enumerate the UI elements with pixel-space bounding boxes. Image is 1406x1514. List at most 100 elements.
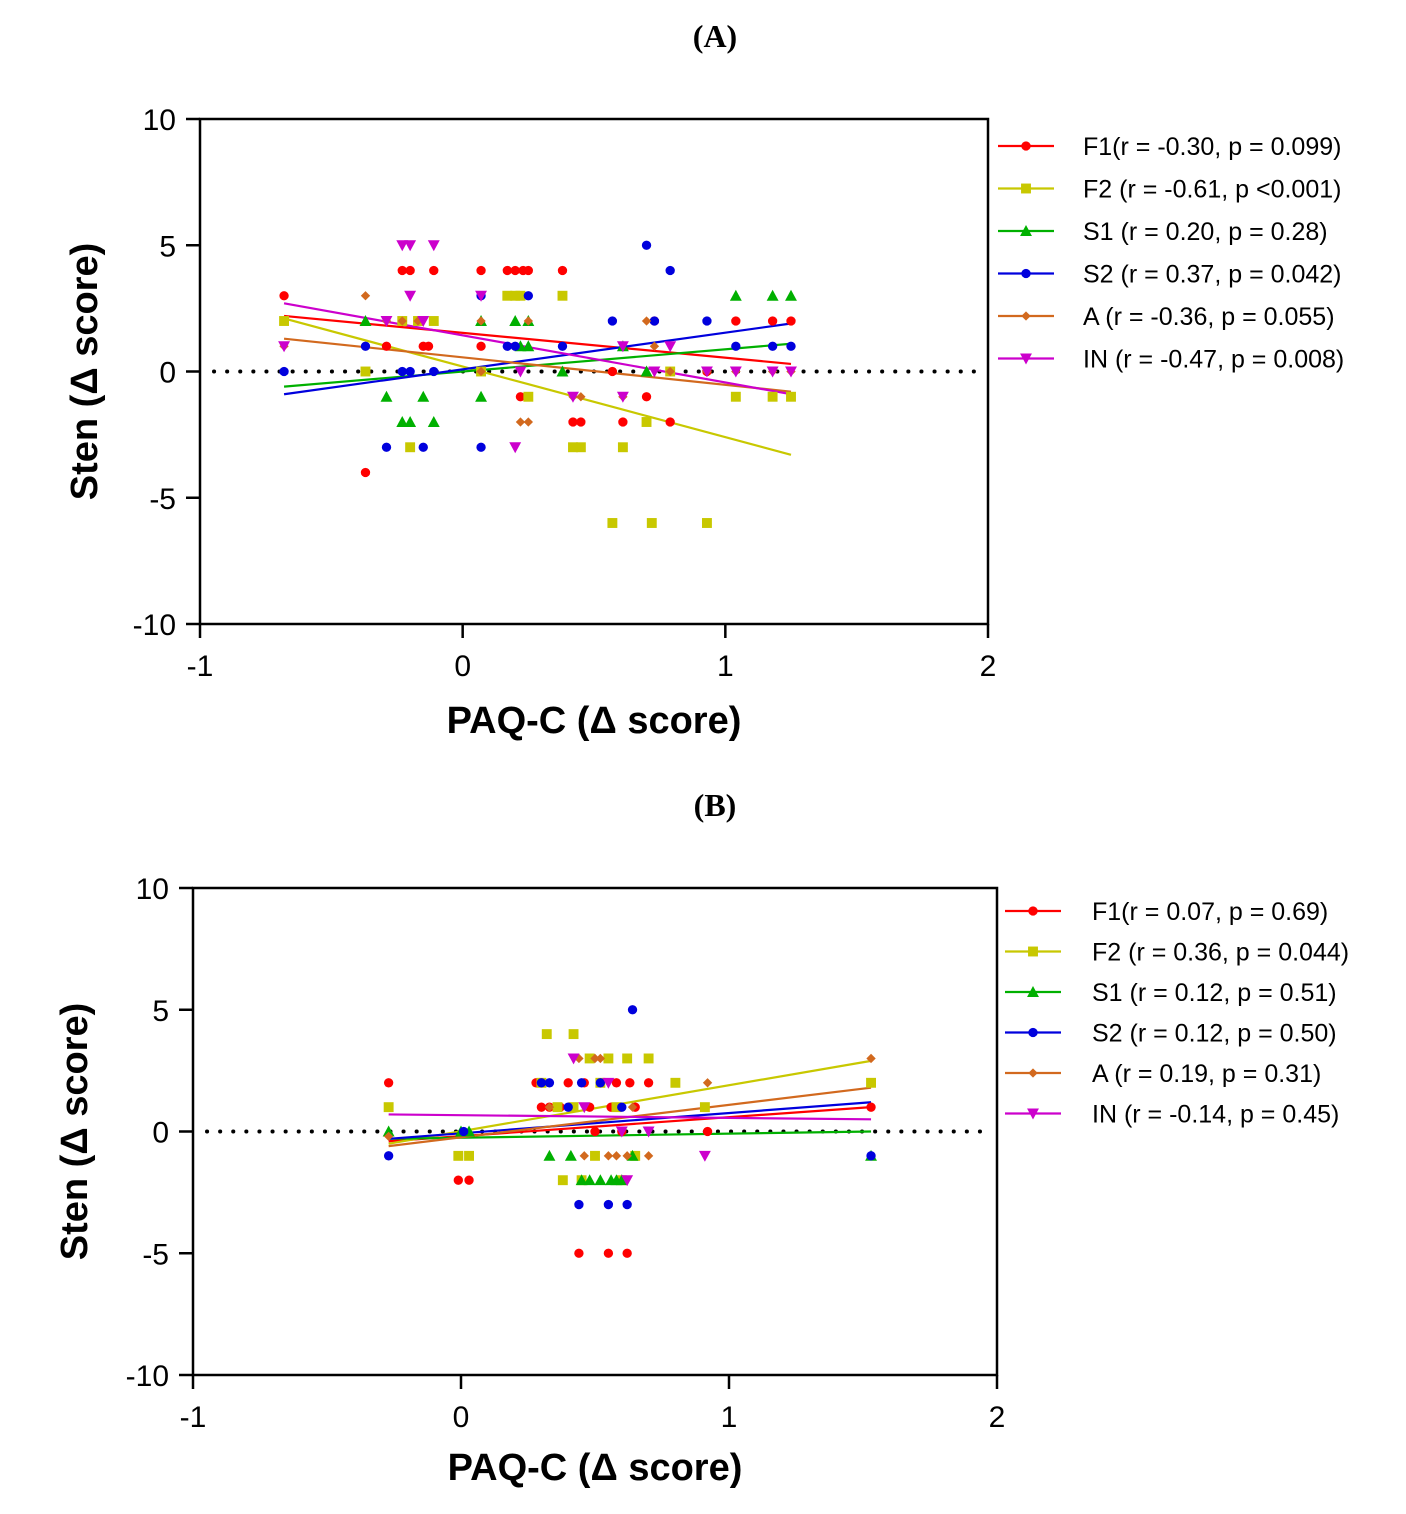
legend-marker bbox=[1021, 141, 1031, 151]
legend-marker bbox=[1028, 946, 1038, 957]
data-point bbox=[568, 1029, 579, 1040]
data-point bbox=[649, 316, 660, 326]
data-point bbox=[359, 315, 372, 326]
data-point bbox=[866, 1102, 876, 1112]
data-point bbox=[568, 442, 578, 453]
data-point bbox=[766, 289, 779, 301]
y-tick-label: 0 bbox=[159, 357, 176, 390]
data-point bbox=[621, 1175, 634, 1187]
legend-label: S1 (r = 0.12, p = 0.51) bbox=[1092, 979, 1337, 1007]
data-point bbox=[383, 1151, 394, 1161]
data-point bbox=[360, 341, 371, 351]
data-point bbox=[699, 1102, 710, 1113]
data-point bbox=[502, 290, 513, 301]
data-point bbox=[622, 1151, 632, 1161]
data-point bbox=[595, 1078, 606, 1088]
data-point bbox=[607, 366, 618, 377]
data-point bbox=[622, 1199, 632, 1210]
y-tick-label: 10 bbox=[136, 873, 169, 906]
data-point bbox=[576, 392, 586, 402]
data-point bbox=[279, 291, 289, 301]
y-axis-title: Sten (Δ score) bbox=[64, 243, 106, 500]
data-point bbox=[617, 442, 628, 453]
data-point bbox=[523, 291, 534, 301]
data-point bbox=[665, 417, 675, 427]
data-point bbox=[382, 1125, 395, 1137]
data-point bbox=[766, 366, 779, 378]
data-point bbox=[641, 316, 652, 326]
y-tick-label: 0 bbox=[152, 1117, 169, 1150]
data-point bbox=[279, 366, 289, 377]
data-point bbox=[646, 518, 657, 528]
legend-marker bbox=[1028, 1068, 1038, 1078]
data-point bbox=[515, 290, 526, 301]
data-point bbox=[475, 390, 488, 402]
data-point bbox=[602, 1077, 615, 1089]
legend-marker bbox=[1021, 268, 1031, 279]
data-point bbox=[380, 390, 393, 402]
x-tick-label: 1 bbox=[721, 1401, 738, 1434]
data-point bbox=[453, 1175, 463, 1185]
data-point bbox=[417, 316, 430, 327]
data-point bbox=[767, 316, 778, 326]
y-axis-title: Sten (Δ score) bbox=[54, 1003, 96, 1260]
data-point bbox=[611, 1078, 622, 1088]
data-point bbox=[641, 392, 652, 402]
data-point bbox=[476, 366, 486, 377]
data-point bbox=[557, 341, 568, 351]
data-point bbox=[429, 366, 439, 377]
legend-label: S1 (r = 0.20, p = 0.28) bbox=[1083, 218, 1328, 246]
data-point bbox=[544, 1078, 555, 1088]
legend-marker bbox=[1020, 225, 1032, 236]
data-point bbox=[594, 1174, 607, 1186]
data-point bbox=[476, 265, 486, 276]
legend-label: S2 (r = 0.12, p = 0.50) bbox=[1092, 1020, 1337, 1048]
panel-label: (A) bbox=[693, 18, 737, 54]
data-point bbox=[622, 1053, 633, 1064]
data-point bbox=[405, 442, 416, 453]
data-point bbox=[702, 316, 712, 326]
y-tick-label: 10 bbox=[143, 104, 176, 137]
data-point bbox=[786, 341, 796, 351]
data-point bbox=[476, 341, 486, 351]
data-point bbox=[603, 1248, 614, 1258]
data-point bbox=[702, 1126, 713, 1137]
data-point bbox=[786, 316, 796, 326]
data-point bbox=[396, 416, 409, 427]
x-tick-label: 0 bbox=[454, 650, 471, 683]
data-point bbox=[541, 1029, 552, 1040]
data-point bbox=[584, 1053, 595, 1064]
data-point bbox=[568, 417, 578, 427]
data-point bbox=[702, 1078, 713, 1088]
data-point bbox=[785, 289, 797, 301]
data-point bbox=[510, 341, 520, 351]
data-point bbox=[523, 316, 534, 326]
data-point bbox=[578, 1102, 591, 1114]
data-point bbox=[607, 316, 618, 326]
data-point bbox=[649, 341, 660, 351]
data-point bbox=[603, 1053, 614, 1064]
data-point bbox=[360, 291, 371, 301]
data-point bbox=[648, 366, 661, 378]
data-point bbox=[397, 366, 407, 377]
data-point bbox=[642, 1126, 655, 1138]
data-point bbox=[607, 518, 618, 528]
data-point bbox=[640, 365, 653, 377]
trend-line bbox=[388, 1130, 872, 1140]
data-point bbox=[383, 1078, 394, 1088]
data-point bbox=[509, 442, 522, 454]
data-point bbox=[729, 289, 742, 301]
data-point bbox=[622, 1248, 632, 1258]
data-point bbox=[786, 391, 796, 402]
data-point bbox=[417, 390, 430, 402]
data-point bbox=[404, 290, 417, 302]
data-point bbox=[767, 391, 778, 402]
data-point bbox=[523, 265, 534, 276]
data-point bbox=[278, 341, 291, 353]
data-point bbox=[522, 340, 535, 352]
data-point bbox=[405, 366, 415, 377]
data-point bbox=[381, 341, 392, 351]
data-point bbox=[564, 1149, 577, 1161]
data-point bbox=[427, 240, 440, 252]
